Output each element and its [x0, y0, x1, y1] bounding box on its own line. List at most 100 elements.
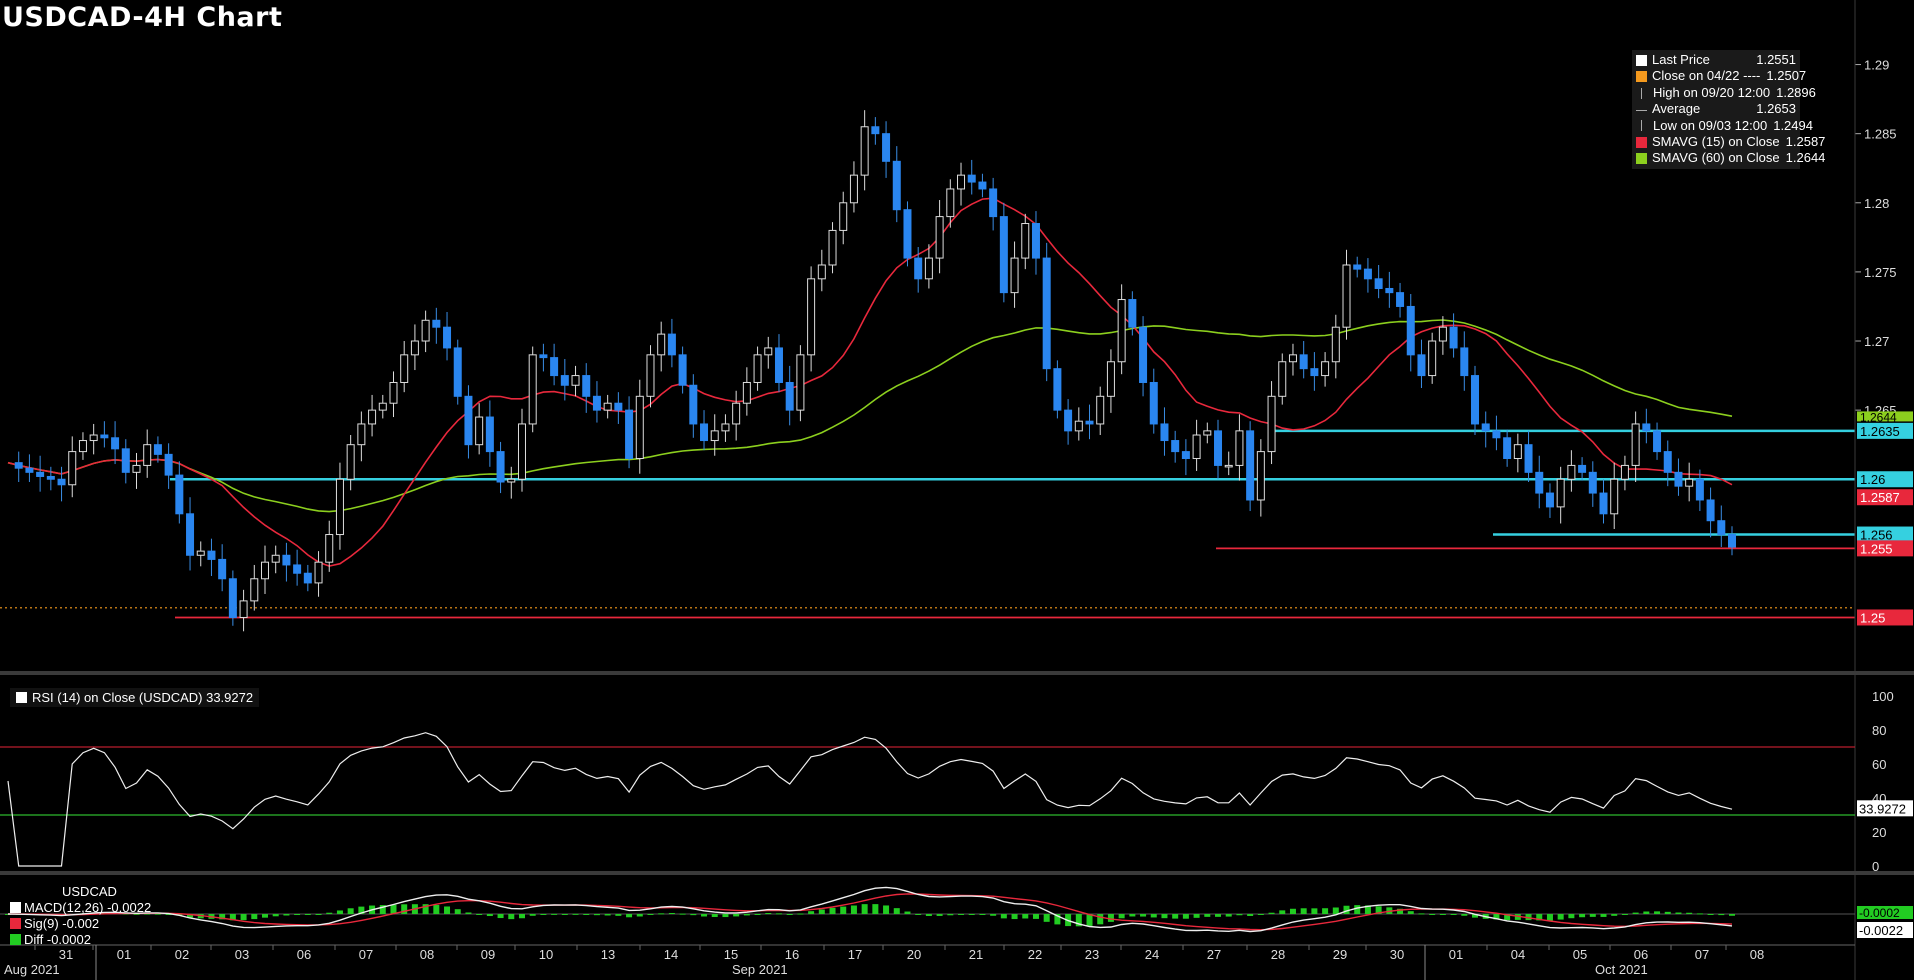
candle-series [14, 110, 1736, 632]
diff-bar [958, 914, 965, 915]
diff-bar [1043, 914, 1050, 922]
diff-bar [1579, 914, 1586, 918]
price-tick-label: 1.275 [1864, 265, 1897, 280]
candle-body-down [614, 402, 623, 411]
legend-label: Close on 04/22 ---- [1652, 68, 1761, 84]
candle [614, 392, 623, 424]
sma60-line [7, 319, 1733, 513]
candle [978, 173, 987, 198]
diff-bar [251, 914, 258, 920]
day-tick-label: 28 [1271, 947, 1285, 962]
candle-body-down [1663, 451, 1672, 473]
diff-bar [272, 914, 279, 917]
candle [335, 462, 344, 550]
day-tick-label: 31 [59, 947, 73, 962]
candle-body-up [1685, 478, 1694, 487]
diff-bar [1289, 908, 1296, 914]
candle-body-down [485, 416, 494, 453]
diff-bar [990, 914, 997, 916]
diff-bar [1236, 914, 1243, 916]
signal-line [8, 893, 1733, 931]
candle-body-up [250, 578, 259, 602]
diff-bar [283, 914, 290, 916]
level-badge [1857, 609, 1913, 626]
day-tick-label: 17 [848, 947, 862, 962]
diff-bar [765, 913, 772, 915]
candle-body-down [1674, 471, 1683, 487]
diff-bar [1011, 914, 1018, 920]
candle-body-up [1106, 361, 1115, 397]
sma15-line [7, 197, 1733, 567]
candle-body-up [1224, 464, 1233, 468]
diff-badge-label: -0.0002 [1859, 906, 1900, 920]
candle-body-up [346, 444, 355, 480]
candle-body-up [143, 444, 152, 466]
candle [903, 201, 912, 267]
candle-body-down [1385, 287, 1394, 294]
candle-body-up [710, 430, 719, 442]
candle-body-up [1567, 464, 1576, 480]
diff-bar [829, 907, 836, 914]
diff-bar [872, 904, 879, 914]
diff-bar [444, 906, 451, 914]
diff-bar [679, 913, 686, 915]
candle [946, 179, 955, 228]
candle-body-up [646, 354, 655, 397]
candle [721, 414, 730, 442]
candle-body-up [1620, 464, 1629, 480]
day-tick-label: 27 [1207, 947, 1221, 962]
candle-body-up [1096, 395, 1105, 425]
candle [1299, 341, 1308, 379]
candle-body-down [1460, 347, 1469, 377]
candle [539, 343, 548, 372]
macd-legend-row: MACD(12,26) -0.0022 [10, 900, 151, 916]
diff-bar [1472, 914, 1479, 918]
candle-body-up [796, 354, 805, 411]
candle [957, 162, 966, 206]
legend-row-low: Low on 09/03 12:00 1.2494 [1636, 117, 1813, 134]
candle-body-up [314, 561, 323, 584]
diff-bar [615, 914, 622, 916]
diff-bar [1589, 914, 1596, 917]
legend-label: Low on 09/03 12:00 [1653, 117, 1768, 133]
candle [1342, 249, 1351, 340]
candle [443, 311, 452, 361]
candle [517, 408, 526, 492]
candle [1471, 365, 1480, 436]
diff-bar [187, 914, 194, 918]
candle-body-up [924, 257, 933, 280]
candle [1406, 294, 1415, 372]
candle-body-down [1545, 492, 1554, 508]
diff-bar [1032, 914, 1039, 919]
diff-bar [1439, 914, 1446, 915]
candle [1460, 331, 1469, 391]
diff-bar [658, 913, 665, 915]
candle [507, 466, 516, 499]
price-level-lines [0, 429, 1855, 619]
candle-body-down [914, 257, 923, 280]
diff-bar [1418, 913, 1425, 915]
diff-bar [1343, 905, 1350, 914]
diff-bar [1568, 914, 1575, 919]
candle-body-down [25, 467, 34, 473]
candle [678, 346, 687, 394]
sma60-series [7, 319, 1733, 513]
candle-body-up [368, 409, 377, 425]
candle-body-up [807, 278, 816, 356]
diff-bar [743, 914, 750, 916]
candle-body-up [753, 354, 762, 383]
candle-body-down [625, 409, 634, 460]
rsi-legend: RSI (14) on Close (USDCAD) 33.9272 [10, 688, 260, 707]
candle [282, 542, 291, 582]
diff-bar [1364, 905, 1371, 914]
diff-bar [1086, 914, 1093, 926]
candle-body-up [732, 402, 741, 425]
day-tick-label: 06 [1634, 947, 1648, 962]
candle-body-down [1653, 430, 1662, 453]
diff-bar [1600, 914, 1607, 917]
candle-body-down [186, 513, 195, 556]
diff-bar [593, 914, 600, 916]
diff-bar [1022, 914, 1029, 919]
